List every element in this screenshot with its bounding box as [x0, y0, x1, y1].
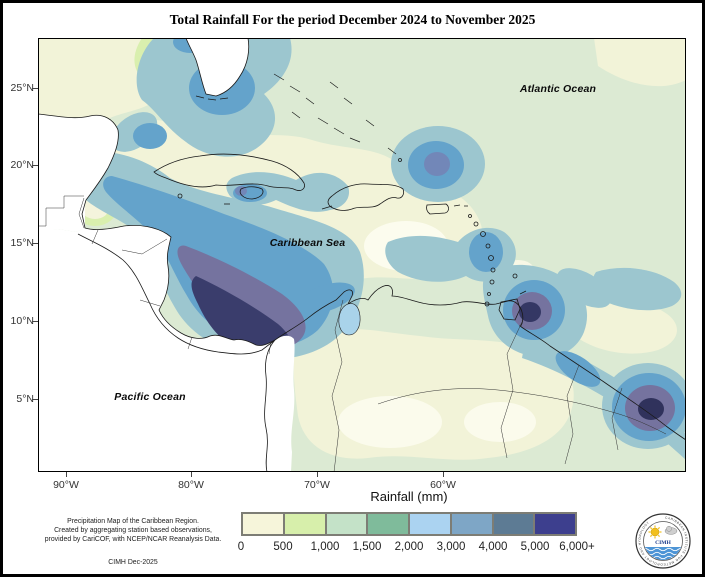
island-jamaica	[239, 186, 264, 200]
lon-label-90w: 90°W	[53, 479, 79, 491]
legend-tick-label: 0	[237, 541, 245, 553]
lon-axis-tick	[443, 472, 444, 477]
map-area	[38, 38, 686, 472]
islands	[153, 73, 527, 321]
legend-tick-label: 5,000	[520, 541, 550, 553]
islands-lesser-antilles	[468, 214, 518, 307]
lon-axis-tick	[66, 472, 67, 477]
lon-axis-tick	[191, 472, 192, 477]
attribution-line-3: provided by CariCOF, with NCEP/NCAR Rean…	[44, 536, 222, 543]
lon-label-70w: 70°W	[304, 479, 330, 491]
country-borders	[38, 195, 667, 472]
legend-swatch-3000	[451, 514, 494, 534]
island-tobago	[519, 290, 527, 295]
island-hispaniola	[327, 183, 405, 211]
map-border	[38, 38, 686, 472]
lat-axis-tick	[32, 88, 38, 89]
attribution-line-2: Created by aggregating station based obs…	[54, 527, 212, 534]
coastline-mexico	[38, 113, 119, 201]
legend-title: Rainfall (mm)	[370, 489, 448, 504]
issue-stamp: CIMH Dec-2025	[108, 559, 158, 566]
lat-label-10n: 10°N	[10, 315, 34, 327]
legend-swatch-1000	[326, 514, 369, 534]
coastline-south-america	[274, 285, 686, 441]
legend-tick-label: 3,000	[436, 541, 466, 553]
logo-acronym: CIMH	[655, 540, 671, 546]
lon-label-60w: 60°W	[430, 479, 456, 491]
legend-tick-label: 1,500	[352, 541, 382, 553]
land-masks	[38, 38, 295, 472]
lon-axis-tick	[317, 472, 318, 477]
island-cuba	[153, 153, 305, 191]
legend-swatch-2000	[410, 514, 452, 534]
legend-swatch-4000	[493, 514, 536, 534]
sun-icon	[648, 525, 662, 539]
page-title: Total Rainfall For the period December 2…	[169, 12, 536, 27]
coastline-florida	[185, 38, 250, 97]
islands-bahamas	[273, 73, 397, 155]
lat-axis-tick	[32, 243, 38, 244]
legend-tick-label: 500	[273, 541, 293, 553]
legend-swatch-5000	[535, 514, 575, 534]
island-puerto-rico	[426, 203, 449, 215]
island-isla-juventud	[177, 193, 183, 199]
lat-label-20n: 20°N	[10, 159, 34, 171]
coastlines	[38, 38, 686, 472]
lat-label-25n: 25°N	[10, 82, 34, 94]
attribution-text: Precipitation Map of the Caribbean Regio…	[25, 517, 241, 544]
legend-color-bar	[241, 512, 577, 536]
legend-tick-label: 4,000	[478, 541, 508, 553]
islands-virgin	[453, 204, 468, 207]
lat-axis-tick	[32, 165, 38, 166]
legend-swatch-1500	[368, 514, 410, 534]
cloud-icon	[664, 525, 678, 535]
lat-label-15n: 15°N	[10, 237, 34, 249]
lat-axis-tick	[32, 399, 38, 400]
island-trinidad	[498, 298, 521, 321]
lon-label-80w: 80°W	[178, 479, 204, 491]
lat-axis-tick	[32, 321, 38, 322]
cimh-logo: CARIBBEAN INSTITUTE FOR METEOROLOGY AND …	[632, 510, 694, 572]
coastline-pacific	[77, 233, 276, 472]
legend-swatch-0	[243, 514, 285, 534]
rainfall-contour-map	[38, 38, 686, 472]
legend-tick-label: 6,000+	[559, 541, 595, 553]
lat-label-5n: 5°N	[16, 393, 34, 405]
legend-swatch-500	[284, 514, 327, 534]
florida-keys	[195, 95, 229, 101]
legend-tick-label: 1,000	[310, 541, 340, 553]
legend-tick-label: 2,000	[394, 541, 424, 553]
coastline-central-america	[81, 199, 276, 346]
lake-maracaibo	[338, 303, 361, 336]
attribution-line-1: Precipitation Map of the Caribbean Regio…	[67, 518, 199, 525]
